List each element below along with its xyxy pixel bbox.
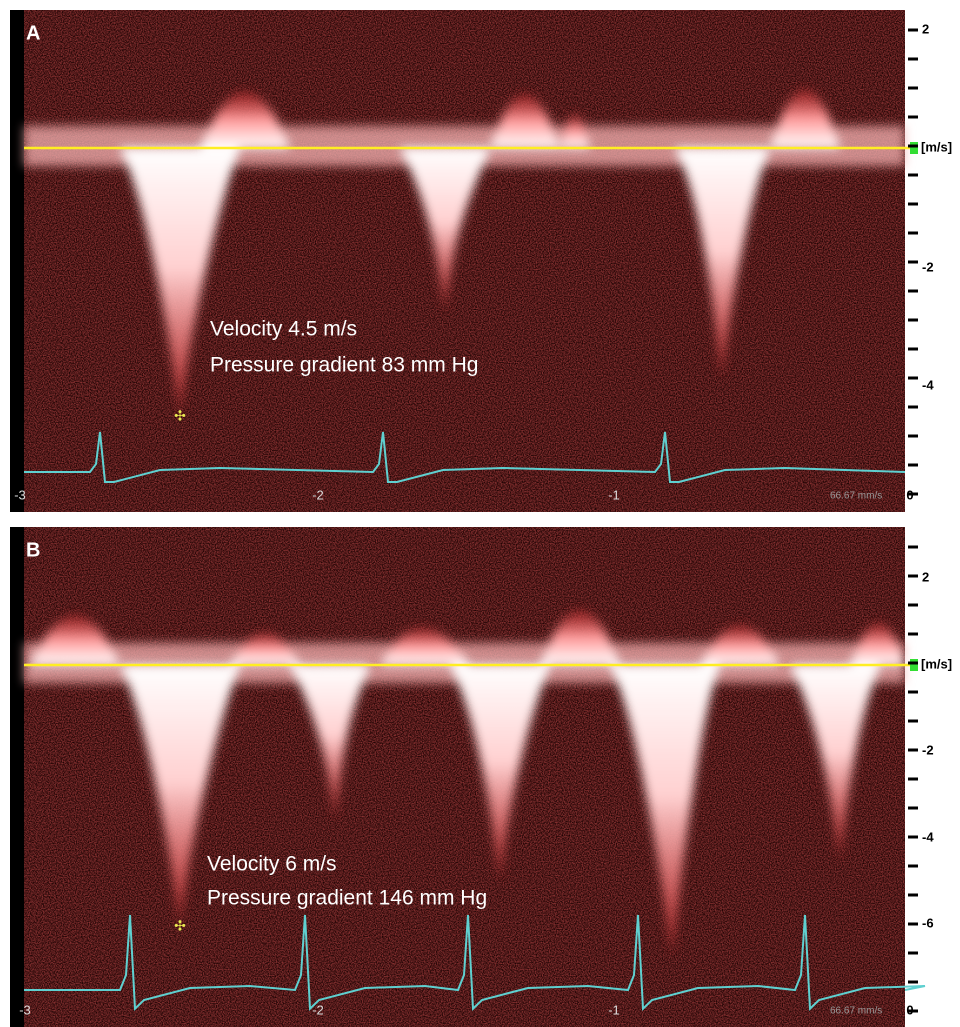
sweep-speed: 66.67 mm/s [830, 1006, 882, 1017]
stenotic-jet [450, 665, 550, 880]
stenotic-jet [610, 665, 720, 955]
annotation: Pressure gradient 83 mm Hg [210, 354, 478, 377]
stenotic-jet [120, 148, 240, 415]
forward-flow [230, 632, 300, 665]
panel: ✣ B Velocity 6 m/s Pressure gradient 146 mm… [10, 527, 952, 1027]
velocity-tick-label: 2 [922, 569, 929, 584]
forward-flow [380, 627, 470, 665]
sweep-speed: 66.67 mm/s [830, 491, 882, 502]
velocity-tick-label: -2 [922, 742, 934, 757]
velocity-tick-label: -4 [922, 377, 934, 392]
ecg-trace [24, 914, 926, 1012]
left-strip [10, 10, 24, 512]
stenotic-jet [675, 148, 770, 378]
velocity-tick-label: 2 [922, 21, 929, 36]
forward-flow [560, 114, 590, 148]
time-tick-label: -2 [312, 487, 324, 502]
forward-flow [540, 610, 620, 665]
ecg-trace [24, 431, 906, 483]
time-tick-label: -2 [312, 1002, 324, 1017]
panel-label: B [26, 539, 40, 561]
velocity-tick-label: -6 [922, 915, 934, 930]
baseline-marker [910, 142, 918, 154]
time-tick-label: -1 [608, 1002, 620, 1017]
velocity-unit: [m/s] [921, 656, 952, 671]
forward-flow [200, 91, 290, 148]
stenotic-jet [400, 148, 490, 312]
annotation: Velocity 4.5 m/s [210, 318, 357, 341]
stenotic-jet [290, 665, 370, 820]
panel: ✣ A Velocity 4.5 m/s Pressure gradient 83 m… [10, 10, 952, 512]
baseline-marker [910, 659, 918, 671]
time-tick-label: -3 [14, 487, 26, 502]
forward-flow [30, 615, 120, 665]
forward-flow [490, 94, 560, 148]
panel-label: A [26, 22, 40, 44]
forward-flow [770, 89, 840, 148]
time-tick-label: -1 [608, 487, 620, 502]
stenotic-jet [120, 665, 240, 925]
velocity-tick-label: -4 [922, 829, 934, 844]
annotation: Velocity 6 m/s [207, 853, 337, 876]
annotation: Pressure gradient 146 mm Hg [207, 887, 487, 910]
velocity-tick-label: -2 [922, 259, 934, 274]
left-strip [10, 527, 24, 1027]
forward-flow [850, 622, 905, 665]
velocity-unit: [m/s] [921, 139, 952, 154]
forward-flow [700, 625, 780, 665]
doppler-spectrum [24, 610, 905, 955]
speckle-noise [10, 10, 905, 512]
stenotic-jet [790, 665, 880, 860]
cursor-marker: ✣ [174, 918, 186, 934]
speckle-noise [10, 527, 905, 1027]
time-tick-label: -3 [19, 1002, 31, 1017]
doppler-spectrum [24, 89, 905, 415]
cursor-marker: ✣ [174, 408, 186, 424]
